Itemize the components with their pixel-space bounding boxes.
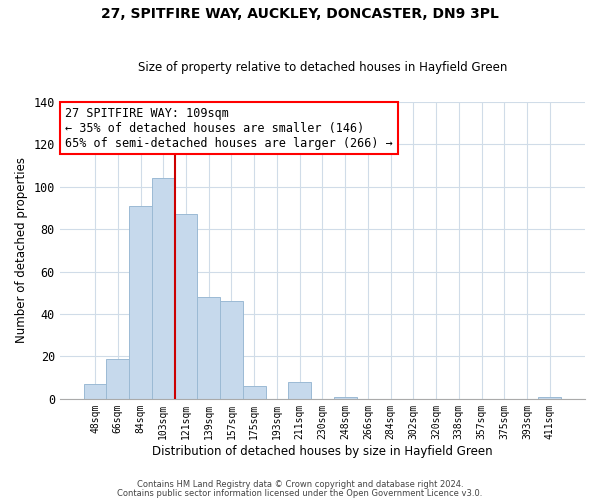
Bar — [197, 297, 220, 399]
Bar — [106, 358, 129, 399]
Bar — [334, 396, 356, 399]
Bar — [175, 214, 197, 399]
Bar — [538, 396, 561, 399]
Text: 27 SPITFIRE WAY: 109sqm
← 35% of detached houses are smaller (146)
65% of semi-d: 27 SPITFIRE WAY: 109sqm ← 35% of detache… — [65, 106, 393, 150]
Text: Contains public sector information licensed under the Open Government Licence v3: Contains public sector information licen… — [118, 489, 482, 498]
Bar — [220, 302, 243, 399]
Bar — [129, 206, 152, 399]
Bar — [288, 382, 311, 399]
Bar — [243, 386, 266, 399]
X-axis label: Distribution of detached houses by size in Hayfield Green: Distribution of detached houses by size … — [152, 444, 493, 458]
Text: 27, SPITFIRE WAY, AUCKLEY, DONCASTER, DN9 3PL: 27, SPITFIRE WAY, AUCKLEY, DONCASTER, DN… — [101, 8, 499, 22]
Text: Contains HM Land Registry data © Crown copyright and database right 2024.: Contains HM Land Registry data © Crown c… — [137, 480, 463, 489]
Title: Size of property relative to detached houses in Hayfield Green: Size of property relative to detached ho… — [138, 62, 507, 74]
Bar — [83, 384, 106, 399]
Y-axis label: Number of detached properties: Number of detached properties — [15, 158, 28, 344]
Bar — [152, 178, 175, 399]
